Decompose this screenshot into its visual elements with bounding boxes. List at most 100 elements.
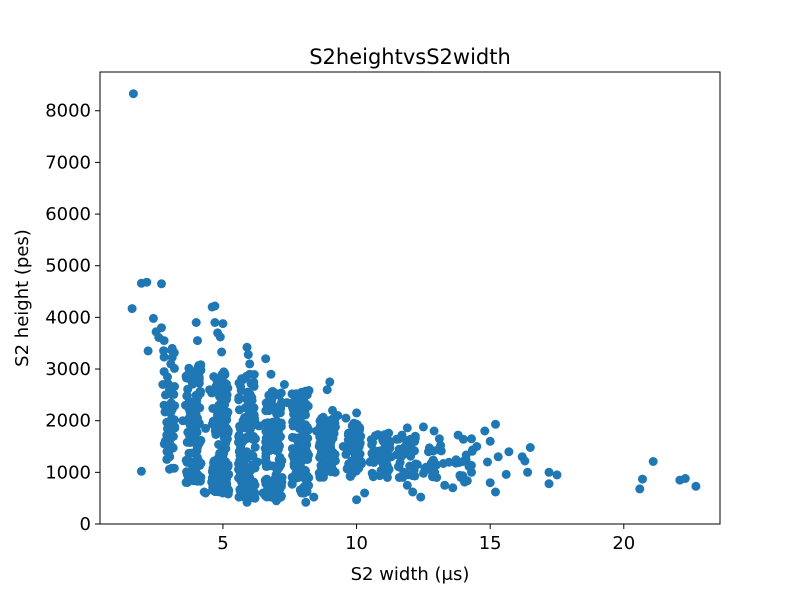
data-point bbox=[263, 418, 273, 428]
data-point bbox=[264, 445, 274, 455]
y-tick-label: 5000 bbox=[45, 256, 91, 277]
x-tick-label: 10 bbox=[345, 533, 368, 554]
x-tick-label: 20 bbox=[612, 533, 635, 554]
data-point bbox=[480, 426, 490, 436]
data-point bbox=[270, 423, 280, 432]
data-point bbox=[249, 381, 259, 391]
data-point bbox=[299, 488, 309, 498]
data-point bbox=[367, 440, 377, 450]
data-point bbox=[191, 318, 201, 327]
data-point bbox=[218, 319, 228, 329]
data-point bbox=[250, 417, 260, 427]
data-point bbox=[241, 467, 251, 477]
data-point bbox=[461, 450, 471, 460]
data-point bbox=[195, 362, 205, 372]
data-point bbox=[424, 443, 434, 453]
data-point bbox=[250, 480, 260, 490]
data-point bbox=[159, 352, 169, 362]
data-point bbox=[166, 407, 176, 417]
data-point bbox=[184, 456, 194, 466]
data-point bbox=[270, 431, 280, 441]
y-tick-label: 3000 bbox=[45, 359, 91, 380]
data-point bbox=[237, 491, 247, 501]
data-point bbox=[273, 402, 283, 412]
data-point bbox=[341, 413, 351, 423]
data-point bbox=[410, 433, 420, 443]
data-point bbox=[352, 408, 362, 418]
data-point bbox=[369, 458, 379, 467]
data-point bbox=[273, 445, 283, 455]
data-point bbox=[246, 394, 256, 404]
data-point bbox=[523, 467, 533, 477]
data-point bbox=[448, 483, 458, 493]
data-point bbox=[208, 387, 218, 397]
data-point bbox=[201, 423, 211, 433]
data-point bbox=[322, 443, 332, 453]
data-point bbox=[234, 459, 243, 469]
data-point bbox=[354, 448, 364, 458]
data-point bbox=[169, 389, 179, 399]
data-point bbox=[680, 474, 690, 483]
data-point bbox=[317, 413, 327, 423]
data-point bbox=[238, 479, 248, 489]
data-point bbox=[416, 492, 426, 502]
data-point bbox=[169, 463, 179, 473]
data-point bbox=[236, 381, 246, 391]
data-point bbox=[504, 447, 514, 457]
data-point bbox=[355, 438, 365, 448]
data-point bbox=[261, 458, 271, 468]
data-point bbox=[193, 470, 203, 480]
y-tick-label: 8000 bbox=[45, 101, 91, 122]
data-point bbox=[303, 401, 313, 411]
data-point bbox=[293, 415, 303, 425]
x-axis-label: S2 width (μs) bbox=[351, 564, 470, 585]
data-point bbox=[301, 466, 310, 476]
data-point bbox=[400, 442, 410, 452]
data-point bbox=[398, 472, 408, 482]
data-point bbox=[451, 455, 461, 465]
data-point bbox=[458, 434, 468, 444]
data-point bbox=[214, 440, 224, 449]
data-point bbox=[236, 440, 246, 449]
data-point bbox=[322, 385, 332, 395]
data-point bbox=[295, 395, 305, 405]
data-point bbox=[525, 443, 535, 452]
data-point bbox=[261, 433, 271, 443]
y-tick-label: 4000 bbox=[45, 307, 91, 328]
data-point bbox=[169, 363, 179, 373]
data-point bbox=[272, 464, 282, 474]
data-point bbox=[234, 395, 244, 405]
data-point bbox=[483, 457, 492, 467]
data-point bbox=[287, 432, 297, 442]
x-tick-label: 5 bbox=[217, 533, 228, 554]
data-point bbox=[304, 481, 314, 490]
y-tick-label: 2000 bbox=[45, 411, 91, 432]
data-point bbox=[501, 469, 511, 479]
data-point bbox=[248, 434, 258, 444]
data-point bbox=[292, 389, 302, 399]
data-point bbox=[408, 447, 418, 457]
data-point bbox=[325, 377, 335, 387]
data-point bbox=[165, 452, 175, 462]
data-point bbox=[493, 452, 503, 462]
data-point bbox=[691, 481, 701, 491]
data-point bbox=[418, 422, 428, 432]
data-point bbox=[277, 473, 287, 482]
data-point bbox=[210, 318, 220, 327]
data-point bbox=[218, 425, 227, 435]
data-point bbox=[348, 459, 358, 469]
data-point bbox=[293, 453, 303, 463]
data-point bbox=[136, 466, 146, 476]
data-point bbox=[276, 388, 286, 398]
chart-title: S2heightvsS2width bbox=[309, 45, 511, 69]
data-point bbox=[352, 495, 362, 505]
data-point bbox=[408, 487, 418, 497]
data-point bbox=[458, 471, 468, 481]
data-point bbox=[394, 462, 404, 472]
y-axis: 0 1000 2000 3000 4000 5000 6000 7000 8000 bbox=[45, 101, 100, 535]
plot-area bbox=[127, 89, 701, 507]
data-point bbox=[194, 418, 204, 428]
data-point bbox=[384, 438, 394, 448]
data-point bbox=[427, 461, 437, 471]
